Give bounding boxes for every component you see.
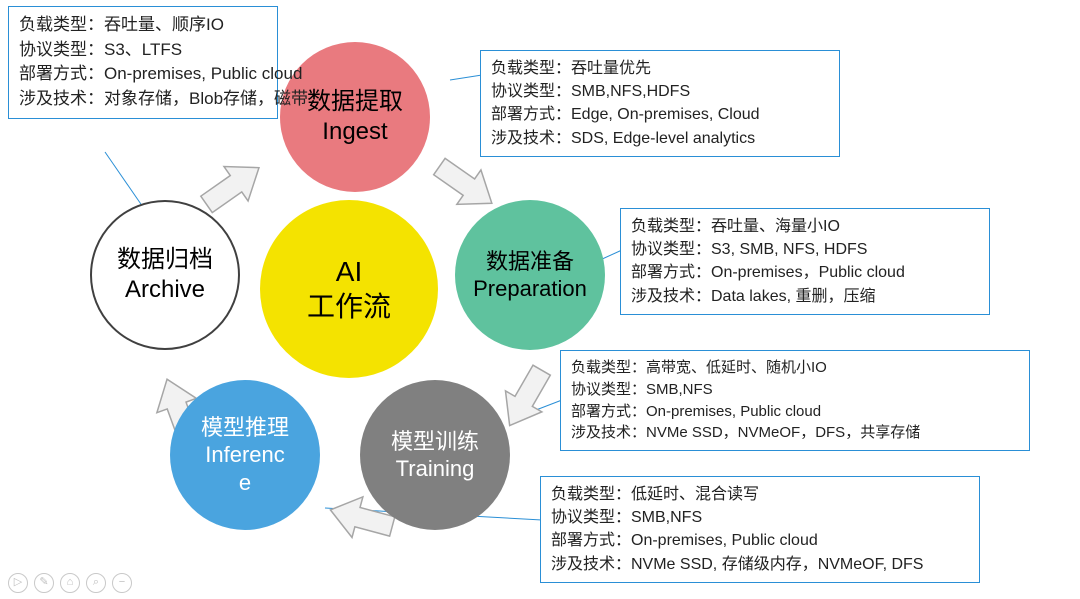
home-icon[interactable]: ⌂ bbox=[60, 573, 80, 593]
callout-line: 部署方式：On-premises, Public cloud bbox=[571, 401, 1019, 423]
node-preparation-line1: 数据准备 bbox=[486, 248, 574, 276]
node-training: 模型训练 Training bbox=[360, 380, 510, 530]
callout-line: 负载类型：高带宽、低延时、随机小IO bbox=[571, 357, 1019, 379]
callout-line: 负载类型：低延时、混合读写 bbox=[551, 483, 969, 506]
node-preparation-line2: Preparation bbox=[473, 275, 587, 303]
callout-line: 协议类型：SMB,NFS,HDFS bbox=[491, 80, 829, 103]
callout-line: 协议类型：S3、LTFS bbox=[19, 38, 267, 63]
play-icon[interactable]: ▷ bbox=[8, 573, 28, 593]
node-preparation: 数据准备 Preparation bbox=[455, 200, 605, 350]
callout-line: 涉及技术：对象存储，Blob存储，磁带 bbox=[19, 87, 267, 112]
callout-line: 负载类型：吞吐量、海量小IO bbox=[631, 215, 979, 238]
callout-line: 涉及技术：NVMe SSD，NVMeOF，DFS，共享存储 bbox=[571, 422, 1019, 444]
node-ingest-line2: Ingest bbox=[322, 117, 387, 147]
callout-line: 部署方式：On-premises, Public cloud bbox=[551, 529, 969, 552]
node-training-line1: 模型训练 bbox=[391, 428, 479, 456]
callout-line: 涉及技术：SDS, Edge-level analytics bbox=[491, 127, 829, 150]
node-training-line2: Training bbox=[396, 455, 475, 483]
node-inference-line3: e bbox=[239, 469, 251, 497]
diagram-stage: AI 工作流 数据提取 Ingest 数据准备 Preparation 模型训练… bbox=[0, 0, 1080, 599]
minus-icon[interactable]: − bbox=[112, 573, 132, 593]
node-ingest: 数据提取 Ingest bbox=[280, 42, 430, 192]
node-archive-line2: Archive bbox=[125, 275, 205, 305]
callout-ingest: 负载类型：吞吐量优先协议类型：SMB,NFS,HDFS部署方式：Edge, On… bbox=[480, 50, 840, 157]
callout-line: 协议类型：S3, SMB, NFS, HDFS bbox=[631, 238, 979, 261]
callout-training: 负载类型：高带宽、低延时、随机小IO协议类型：SMB,NFS部署方式：On-pr… bbox=[560, 350, 1030, 451]
viewer-toolbar: ▷ ✎ ⌂ ⌕ − bbox=[8, 573, 132, 593]
callout-line: 协议类型：SMB,NFS bbox=[571, 379, 1019, 401]
callout-line: 部署方式：Edge, On-premises, Cloud bbox=[491, 103, 829, 126]
callout-line: 涉及技术：NVMe SSD, 存储级内存，NVMeOF, DFS bbox=[551, 553, 969, 576]
center-node-line1: AI bbox=[336, 254, 362, 289]
node-inference: 模型推理 Inferenc e bbox=[170, 380, 320, 530]
node-ingest-line1: 数据提取 bbox=[307, 87, 403, 117]
center-node-line2: 工作流 bbox=[307, 289, 391, 324]
callout-archive: 负载类型：吞吐量、顺序IO协议类型：S3、LTFS部署方式：On-premise… bbox=[8, 6, 278, 119]
callout-line: 部署方式：On-premises，Public cloud bbox=[631, 261, 979, 284]
zoom-icon[interactable]: ⌕ bbox=[86, 573, 106, 593]
callout-preparation: 负载类型：吞吐量、海量小IO协议类型：S3, SMB, NFS, HDFS部署方… bbox=[620, 208, 990, 315]
callout-inference: 负载类型：低延时、混合读写协议类型：SMB,NFS部署方式：On-premise… bbox=[540, 476, 980, 583]
callout-line: 负载类型：吞吐量优先 bbox=[491, 57, 829, 80]
edit-icon[interactable]: ✎ bbox=[34, 573, 54, 593]
node-archive: 数据归档 Archive bbox=[90, 200, 240, 350]
callout-line: 协议类型：SMB,NFS bbox=[551, 506, 969, 529]
callout-line: 涉及技术：Data lakes, 重删，压缩 bbox=[631, 285, 979, 308]
callout-line: 负载类型：吞吐量、顺序IO bbox=[19, 13, 267, 38]
node-archive-line1: 数据归档 bbox=[117, 245, 213, 275]
center-node: AI 工作流 bbox=[260, 200, 438, 378]
callout-line: 部署方式：On-premises, Public cloud bbox=[19, 62, 267, 87]
node-inference-line1: 模型推理 bbox=[201, 414, 289, 442]
node-inference-line2: Inferenc bbox=[205, 441, 285, 469]
